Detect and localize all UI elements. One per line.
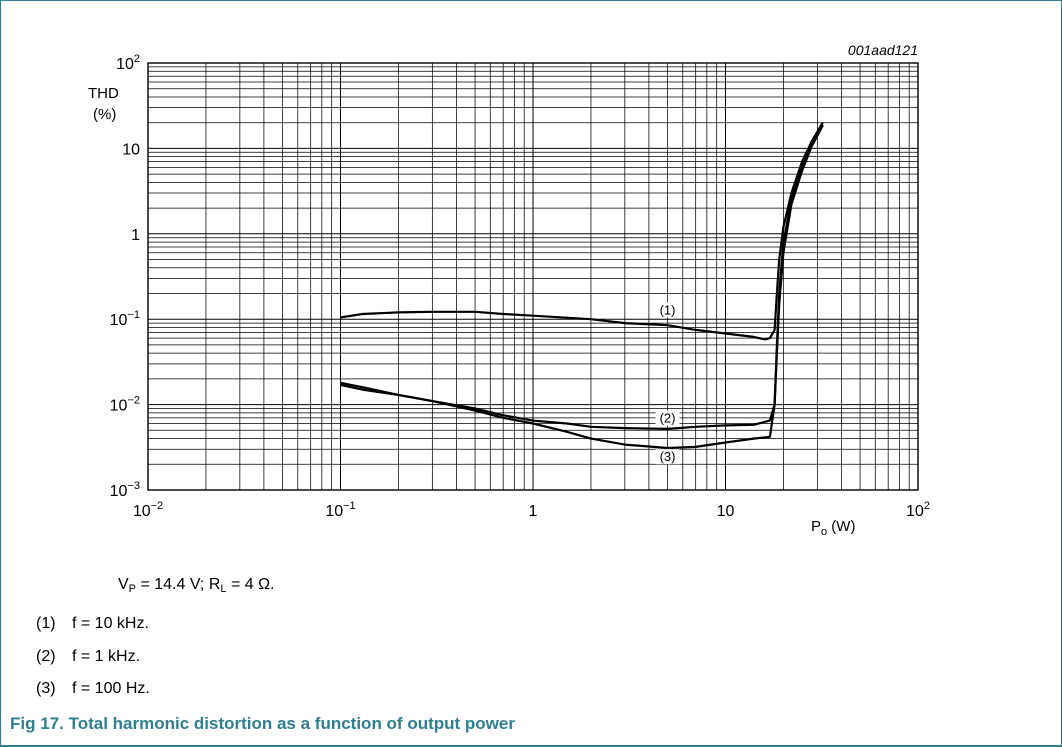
- vp-value: = 14.4 V;: [136, 576, 209, 593]
- series-label-bg: [655, 302, 680, 318]
- x-axis-label-main: P: [811, 518, 821, 535]
- chart-code: 001aad121: [848, 42, 918, 58]
- x-axis-label-unit: (W): [827, 518, 855, 535]
- thd-chart: (1)(2)(3) 10−2 10−1 1 10 10210210110−110−210…: [88, 42, 930, 538]
- y-tick-label: 10: [122, 141, 140, 158]
- series-label-3: (3): [660, 449, 676, 464]
- y-tick-label: 10−3: [110, 480, 140, 500]
- y-tick-label: 102: [116, 53, 140, 73]
- rl-symbol: R: [208, 576, 221, 593]
- note-item: (1) f = 10 kHz.: [36, 615, 149, 633]
- note-number: (1): [36, 615, 56, 632]
- series-label-bg: [655, 410, 680, 426]
- y-tick-label: 1: [131, 227, 140, 244]
- rl-value: = 4 Ω.: [226, 576, 275, 593]
- note-text: f = 1 kHz.: [72, 648, 141, 665]
- note-number: (2): [36, 648, 56, 665]
- y-axis-label-line2: (%): [93, 106, 116, 123]
- x-tick-label: 10−2: [133, 500, 163, 520]
- figure-caption: Fig 17. Total harmonic distortion as a f…: [10, 714, 515, 733]
- x-axis-label-sub: o: [821, 526, 827, 538]
- x-tick-label: 102: [906, 500, 930, 520]
- chart-grid: [148, 63, 918, 490]
- x-tick-label: 10−1: [325, 500, 355, 520]
- vp-symbol: V: [118, 576, 129, 593]
- series-line-3: [340, 125, 824, 450]
- note-text: f = 10 kHz.: [72, 615, 149, 632]
- test-conditions: VP = 14.4 V; RL = 4 Ω.: [118, 576, 275, 595]
- x-axis-label: Po (W): [811, 518, 855, 538]
- y-tick-label: 10−1: [110, 309, 140, 329]
- note-text: f = 100 Hz.: [72, 680, 150, 697]
- plot-area-border: [147, 62, 919, 491]
- vp-subscript: P: [128, 583, 137, 595]
- note-number: (3): [36, 680, 56, 697]
- y-axis-label-line1: THD: [88, 85, 119, 102]
- series-label-bg: [655, 449, 680, 465]
- series-line-2: [340, 124, 824, 430]
- y-tick-label: 10−2: [110, 395, 140, 415]
- note-item: (3) f = 100 Hz.: [36, 680, 150, 698]
- note-item: (2) f = 1 kHz.: [36, 648, 140, 666]
- x-tick-label: 1: [529, 503, 538, 520]
- series-label-2: (2): [660, 411, 676, 426]
- series-layer: (1) (2) (3): [340, 122, 824, 465]
- series-line-1: [340, 122, 824, 341]
- series-label-1: (1): [660, 302, 676, 317]
- rl-subscript: L: [220, 583, 227, 595]
- x-tick-label: 10: [717, 503, 735, 520]
